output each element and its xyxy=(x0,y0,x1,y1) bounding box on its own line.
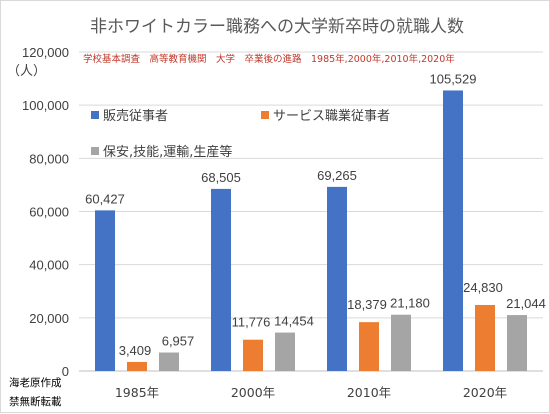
x-tick-label: 2020年 xyxy=(463,385,507,400)
bar xyxy=(391,314,411,371)
data-label: 11,776 xyxy=(232,315,271,330)
legend-label: 保安,技能,運輸,生産等 xyxy=(103,144,232,160)
y-tick-label: 60,000 xyxy=(29,205,69,220)
bar xyxy=(211,188,231,371)
gridlines xyxy=(79,51,543,372)
legend-label: 販売従事者 xyxy=(103,108,168,124)
bar xyxy=(443,90,463,371)
y-tick-label: 40,000 xyxy=(29,258,69,273)
x-axis-categories: 1985年 2000年 2010年 2020年 xyxy=(115,385,507,400)
y-axis-ticks: 0 20,000 40,000 60,000 80,000 100,000 120,000 xyxy=(22,45,69,379)
bar xyxy=(327,186,347,371)
y-tick-label: 120,000 xyxy=(22,45,69,60)
legend-swatch xyxy=(91,147,99,155)
legend-swatch xyxy=(91,111,99,119)
bar-series xyxy=(95,90,527,371)
bar xyxy=(507,315,527,371)
data-label: 68,505 xyxy=(201,170,241,185)
x-tick-label: 2000年 xyxy=(231,385,275,400)
data-label: 21,180 xyxy=(390,296,430,311)
x-tick-label: 1985年 xyxy=(115,385,159,400)
data-label: 24,830 xyxy=(463,280,503,295)
data-label: 105,529 xyxy=(430,71,477,86)
data-label: 60,427 xyxy=(85,191,125,206)
data-label: 18,379 xyxy=(347,297,387,312)
data-label: 21,044 xyxy=(506,296,546,311)
y-tick-label: 80,000 xyxy=(29,151,69,166)
legend-swatch xyxy=(261,111,269,119)
bar xyxy=(475,304,495,371)
chart-title: 非ホワイトカラー職務への大学新卒時の就職人数 xyxy=(90,17,464,37)
data-labels: 60,427 3,409 6,957 68,505 11,776 14,454 69,265… xyxy=(85,71,546,357)
legend-label: サービス職業従事者 xyxy=(273,108,390,124)
bar xyxy=(243,339,263,371)
y-tick-label: 100,000 xyxy=(22,98,69,113)
bar xyxy=(95,210,115,371)
bar xyxy=(275,332,295,371)
data-label: 6,957 xyxy=(162,334,195,349)
y-tick-label: 0 xyxy=(62,364,69,379)
bar xyxy=(127,361,147,371)
chart-subtitle: 学校基本調査 高等教育機関 大学 卒業後の進路 1985年,2000年,2010… xyxy=(83,53,455,65)
data-label: 3,409 xyxy=(119,343,152,358)
bar xyxy=(159,352,179,371)
y-axis-unit-label: （人） xyxy=(7,64,46,79)
x-tick-label: 2010年 xyxy=(347,385,391,400)
bar xyxy=(359,322,379,371)
author-note: 海老原作成 xyxy=(9,376,62,389)
y-tick-label: 20,000 xyxy=(29,311,69,326)
copyright-note: 禁無断転載 xyxy=(9,395,62,408)
data-label: 14,454 xyxy=(274,314,314,329)
data-label: 69,265 xyxy=(317,168,357,183)
